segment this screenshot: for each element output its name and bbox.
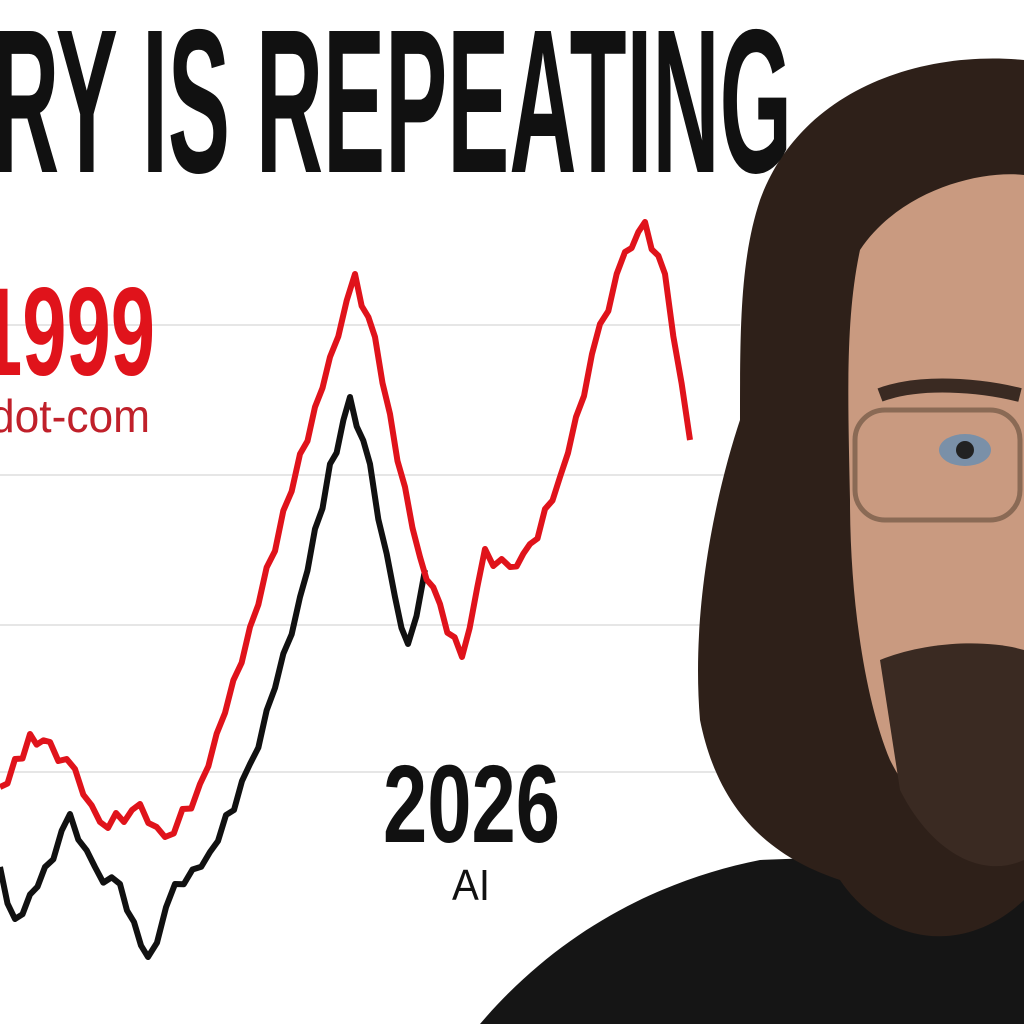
headline: RY IS REPEATING [0, 0, 792, 216]
person-portrait [480, 58, 1024, 1024]
label-ai: AI [452, 861, 490, 910]
label-2026: 2026 [383, 743, 560, 866]
series-line-ai [0, 219, 693, 840]
series-line-dotcom [0, 394, 428, 960]
label-1999: 1999 [0, 263, 155, 402]
label-dot-com: dot-com [0, 390, 150, 442]
